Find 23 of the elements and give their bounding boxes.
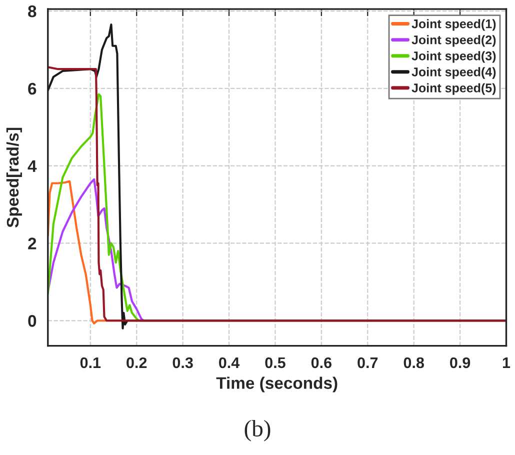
x-tick-label: 0.9 (450, 357, 470, 368)
x-tick-label: 0.8 (404, 357, 424, 368)
x-tick-label: 0.4 (219, 357, 240, 368)
legend-label: Joint speed(4) (412, 67, 496, 79)
legend-label: Joint speed(5) (412, 83, 496, 95)
x-tick-label: 0.1 (80, 357, 101, 368)
y-tick-label: 0 (28, 315, 36, 327)
y-tick-label: 4 (28, 160, 37, 172)
legend-label: Joint speed(1) (412, 19, 496, 31)
y-tick-label: 2 (28, 238, 36, 250)
legend-label: Joint speed(3) (412, 51, 496, 63)
y-tick-label: 8 (28, 5, 36, 18)
x-tick-label: 0.7 (358, 357, 378, 368)
x-tick-label: 0.3 (172, 357, 193, 368)
x-tick-label: 1 (502, 357, 510, 368)
legend-label: Joint speed(2) (412, 35, 496, 47)
y-axis-title: Speed[rad/s] (6, 128, 22, 228)
x-tick-label: 0.6 (311, 357, 332, 368)
x-tick-label: 0.5 (265, 357, 286, 368)
x-tick-label: 0.2 (126, 357, 147, 368)
text: (b) (244, 420, 270, 442)
x-axis-title: Time (seconds) (216, 376, 338, 392)
y-tick-label: 6 (28, 82, 36, 95)
